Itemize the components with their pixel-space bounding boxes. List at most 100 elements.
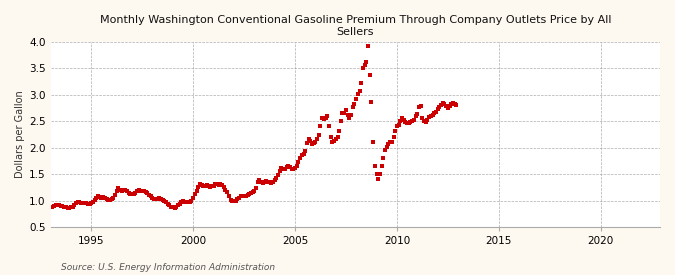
Point: [183, 200, 194, 205]
Point: [375, 171, 385, 176]
Point: [450, 101, 460, 106]
Point: [151, 197, 161, 201]
Point: [261, 179, 271, 183]
Point: [319, 117, 329, 121]
Point: [62, 205, 73, 210]
Point: [247, 190, 258, 194]
Point: [220, 187, 231, 192]
Point: [207, 184, 217, 189]
Point: [292, 164, 302, 168]
Point: [439, 102, 450, 106]
Point: [385, 140, 396, 144]
Point: [137, 189, 148, 193]
Point: [310, 140, 321, 144]
Point: [234, 195, 244, 200]
Point: [415, 103, 426, 108]
Point: [376, 163, 387, 168]
Point: [339, 111, 350, 115]
Point: [147, 195, 158, 200]
Point: [86, 201, 97, 205]
Point: [383, 142, 394, 147]
Point: [246, 191, 256, 196]
Point: [211, 182, 222, 186]
Point: [344, 116, 355, 120]
Point: [298, 152, 309, 156]
Point: [295, 156, 306, 160]
Point: [303, 137, 314, 141]
Point: [379, 148, 390, 152]
Point: [184, 200, 195, 204]
Point: [444, 103, 455, 108]
Point: [148, 197, 159, 201]
Point: [421, 119, 431, 124]
Point: [57, 204, 68, 208]
Point: [293, 160, 304, 164]
Point: [332, 134, 343, 139]
Point: [306, 142, 317, 147]
Point: [271, 176, 281, 181]
Point: [178, 199, 188, 204]
Point: [101, 197, 112, 201]
Point: [154, 196, 165, 200]
Point: [64, 205, 75, 210]
Point: [115, 187, 126, 192]
Point: [176, 200, 187, 204]
Point: [437, 100, 448, 105]
Point: [81, 201, 92, 205]
Point: [327, 140, 338, 144]
Point: [388, 134, 399, 139]
Point: [407, 119, 418, 123]
Point: [373, 177, 383, 181]
Point: [276, 166, 287, 170]
Point: [227, 199, 238, 204]
Point: [109, 193, 120, 197]
Point: [378, 156, 389, 160]
Point: [125, 192, 136, 196]
Point: [283, 163, 294, 168]
Point: [68, 204, 78, 209]
Point: [329, 139, 340, 143]
Point: [128, 192, 139, 196]
Point: [239, 194, 250, 199]
Point: [69, 203, 80, 207]
Point: [252, 179, 263, 184]
Point: [317, 116, 327, 120]
Point: [361, 60, 372, 64]
Point: [330, 137, 341, 141]
Point: [210, 182, 221, 186]
Point: [288, 167, 299, 172]
Point: [72, 200, 83, 205]
Point: [290, 166, 300, 170]
Point: [218, 185, 229, 190]
Point: [190, 192, 200, 196]
Point: [434, 105, 445, 109]
Point: [446, 102, 457, 106]
Point: [302, 141, 313, 145]
Point: [108, 196, 119, 200]
Point: [354, 89, 365, 94]
Point: [389, 129, 400, 133]
Point: [296, 153, 307, 157]
Point: [144, 193, 155, 197]
Point: [408, 117, 419, 122]
Point: [417, 116, 428, 120]
Point: [425, 114, 436, 118]
Point: [222, 190, 233, 194]
Point: [412, 112, 423, 116]
Point: [118, 188, 129, 192]
Point: [167, 205, 178, 209]
Point: [203, 184, 214, 188]
Point: [111, 188, 122, 193]
Point: [79, 201, 90, 205]
Point: [273, 172, 284, 177]
Title: Monthly Washington Conventional Gasoline Premium Through Company Outlets Price b: Monthly Washington Conventional Gasoline…: [100, 15, 611, 37]
Point: [410, 114, 421, 119]
Point: [82, 202, 93, 206]
Point: [418, 119, 429, 123]
Point: [264, 180, 275, 184]
Point: [269, 178, 280, 182]
Point: [159, 199, 169, 203]
Point: [366, 100, 377, 104]
Point: [225, 197, 236, 202]
Point: [429, 111, 439, 116]
